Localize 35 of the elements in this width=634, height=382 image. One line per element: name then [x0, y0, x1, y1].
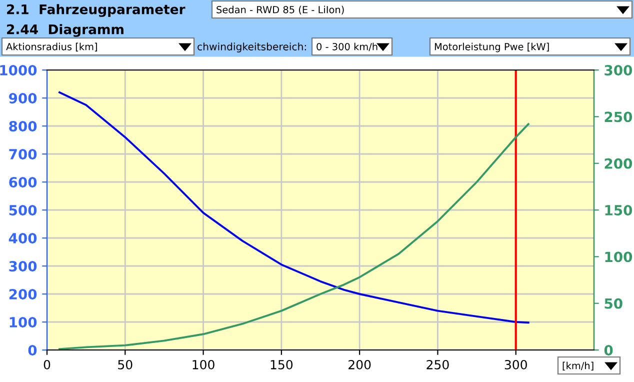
y2-tick-label: 150 [605, 204, 632, 216]
y-tick-label: 900 [9, 92, 37, 104]
line-series [58, 91, 530, 324]
y-tick-label: 0 [28, 344, 37, 356]
x-tick-label: 50 [118, 360, 132, 370]
y-tick-label: 400 [8, 232, 37, 244]
x-tick-label: 0 [44, 360, 50, 370]
y-tick-label: 500 [9, 204, 37, 216]
text: 0 - 300 km/h [316, 42, 378, 52]
y-tick-label: 700 [9, 148, 37, 160]
y-tick-label: 600 [9, 176, 37, 188]
y-tick-label: 1000 [0, 64, 37, 76]
x-tick-label: 200 [348, 360, 371, 370]
y-tick-label: 100 [10, 316, 37, 328]
y2-tick-label: 0 [604, 344, 613, 356]
text: Aktionsradius [km] [6, 42, 97, 52]
x-tick-label: 150 [270, 360, 293, 370]
y-tick-label: 200 [9, 288, 37, 300]
y2-tick-label: 200 [604, 158, 632, 169]
text: Sedan - RWD 85 (E - LiIon) [216, 6, 344, 14]
line-series [58, 123, 530, 350]
x-tick-label: 300 [504, 360, 527, 370]
text: 2.1 Fahrzeugparameter [7, 4, 186, 17]
y-tick-label: 300 [9, 260, 37, 272]
x-tick-label: 250 [426, 360, 449, 370]
y-tick-label: 800 [9, 120, 37, 132]
text: Motorleistung Pwe [kW] [434, 42, 549, 52]
y2-tick-label: 100 [605, 252, 632, 262]
x-tick-label: 100 [192, 360, 214, 370]
text: [km/h] [562, 362, 594, 370]
y2-tick-label: 300 [604, 64, 632, 76]
text: chwindigkeitsbereich: [198, 42, 306, 52]
y2-tick-label: 50 [604, 298, 622, 309]
y2-tick-label: 250 [604, 112, 632, 122]
text: 2.44 Diagramm [7, 24, 124, 37]
